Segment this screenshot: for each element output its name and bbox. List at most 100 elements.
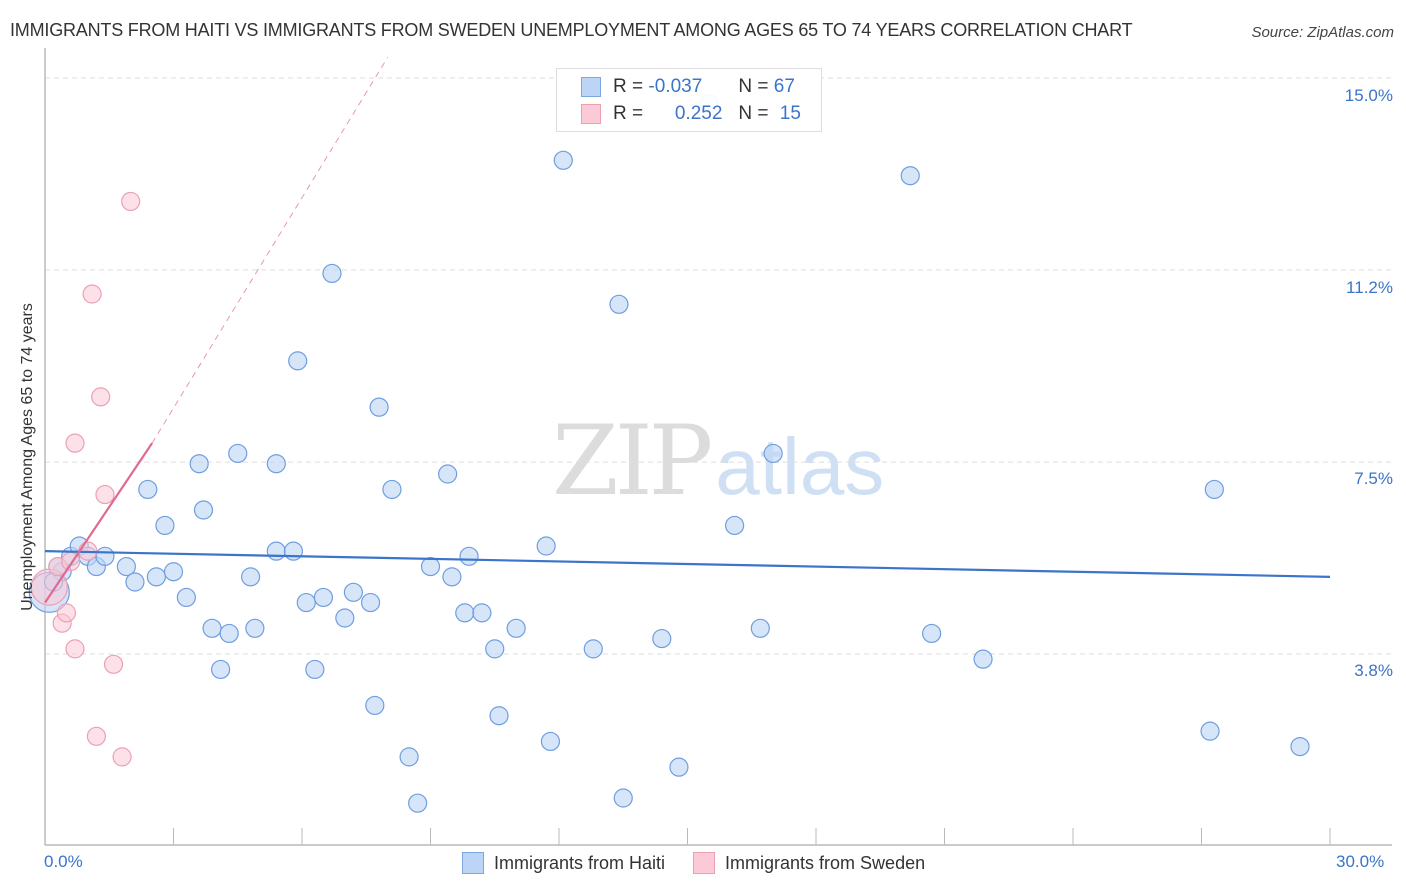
haiti-point — [246, 619, 264, 637]
haiti-trend-line — [45, 551, 1330, 577]
haiti-point — [1205, 480, 1223, 498]
haiti-point — [653, 630, 671, 648]
haiti-point — [422, 558, 440, 576]
haiti-point — [362, 594, 380, 612]
gridlines — [45, 78, 1392, 654]
haiti-point — [370, 398, 388, 416]
y-tick-label: 11.2% — [1346, 278, 1393, 298]
haiti-point — [537, 537, 555, 555]
y-tick-label: 3.8% — [1354, 661, 1393, 681]
haiti-point — [190, 455, 208, 473]
sweden-trend-extension — [152, 57, 388, 443]
haiti-point — [267, 542, 285, 560]
haiti-point — [460, 547, 478, 565]
r-label: R = — [613, 76, 643, 98]
x-tick-marks — [174, 828, 1331, 845]
legend-item-haiti[interactable]: Immigrants from Haiti — [462, 852, 665, 874]
series-sweden-points — [31, 192, 139, 765]
haiti-point — [147, 568, 165, 586]
haiti-point — [614, 789, 632, 807]
sweden-point — [87, 727, 105, 745]
legend-row-haiti: R = -0.037 N = 67 — [581, 75, 795, 99]
haiti-point — [541, 732, 559, 750]
haiti-point — [439, 465, 457, 483]
sweden-point — [83, 285, 101, 303]
n-label: N = — [738, 103, 768, 125]
haiti-point — [96, 547, 114, 565]
haiti-point — [203, 619, 221, 637]
y-axis-label: Unemployment Among Ages 65 to 74 years — [19, 303, 37, 611]
haiti-point — [126, 573, 144, 591]
haiti-point — [554, 151, 572, 169]
sweden-point — [96, 486, 114, 504]
haiti-point — [456, 604, 474, 622]
haiti-point — [165, 563, 183, 581]
haiti-point — [323, 264, 341, 282]
haiti-point — [177, 588, 195, 606]
sweden-point — [122, 192, 140, 210]
legend-item-sweden[interactable]: Immigrants from Sweden — [693, 852, 925, 874]
haiti-point — [194, 501, 212, 519]
haiti-point — [443, 568, 461, 586]
r-value: 0.252 — [648, 103, 722, 125]
sweden-point — [66, 434, 84, 452]
sweden-point — [113, 748, 131, 766]
haiti-point — [306, 660, 324, 678]
haiti-point — [1201, 722, 1219, 740]
haiti-point — [220, 624, 238, 642]
haiti-point — [764, 444, 782, 462]
haiti-point — [229, 444, 247, 462]
legend-row-sweden: R = 0.252 N = 15 — [581, 102, 801, 126]
sweden-swatch-icon — [581, 104, 601, 124]
haiti-point — [139, 480, 157, 498]
haiti-point — [400, 748, 418, 766]
haiti-point — [974, 650, 992, 668]
haiti-point — [284, 542, 302, 560]
plot-area — [0, 0, 1406, 892]
haiti-point — [409, 794, 427, 812]
haiti-point — [344, 583, 362, 601]
haiti-point — [314, 588, 332, 606]
haiti-point — [610, 295, 628, 313]
haiti-point — [490, 707, 508, 725]
y-tick-label: 7.5% — [1354, 469, 1393, 489]
haiti-swatch-icon — [581, 77, 601, 97]
r-label: R = — [613, 103, 643, 125]
haiti-point — [507, 619, 525, 637]
sweden-point — [105, 655, 123, 673]
y-tick-label: 15.0% — [1345, 86, 1393, 106]
n-value: 67 — [774, 76, 795, 98]
legend-label: Immigrants from Haiti — [494, 853, 665, 874]
r-value: -0.037 — [648, 76, 722, 98]
haiti-point — [383, 480, 401, 498]
haiti-point — [1291, 738, 1309, 756]
haiti-point — [156, 516, 174, 534]
x-tick-label: 0.0% — [44, 852, 83, 872]
haiti-swatch-icon — [462, 852, 484, 874]
x-tick-label: 30.0% — [1336, 852, 1384, 872]
trend-lines — [45, 57, 1330, 602]
haiti-point — [751, 619, 769, 637]
bottom-legend: Immigrants from Haiti Immigrants from Sw… — [462, 852, 953, 874]
haiti-point — [584, 640, 602, 658]
haiti-point — [726, 516, 744, 534]
sweden-swatch-icon — [693, 852, 715, 874]
haiti-point — [901, 167, 919, 185]
haiti-point — [212, 660, 230, 678]
haiti-point — [297, 594, 315, 612]
haiti-point — [486, 640, 504, 658]
haiti-point — [366, 696, 384, 714]
haiti-point — [473, 604, 491, 622]
n-label: N = — [738, 76, 768, 98]
sweden-point — [57, 604, 75, 622]
legend-label: Immigrants from Sweden — [725, 853, 925, 874]
sweden-point — [66, 640, 84, 658]
n-value: 15 — [780, 103, 801, 125]
haiti-point — [923, 624, 941, 642]
haiti-point — [267, 455, 285, 473]
haiti-point — [670, 758, 688, 776]
sweden-point — [92, 388, 110, 406]
haiti-point — [336, 609, 354, 627]
haiti-point — [289, 352, 307, 370]
series-haiti-points — [29, 95, 1309, 812]
